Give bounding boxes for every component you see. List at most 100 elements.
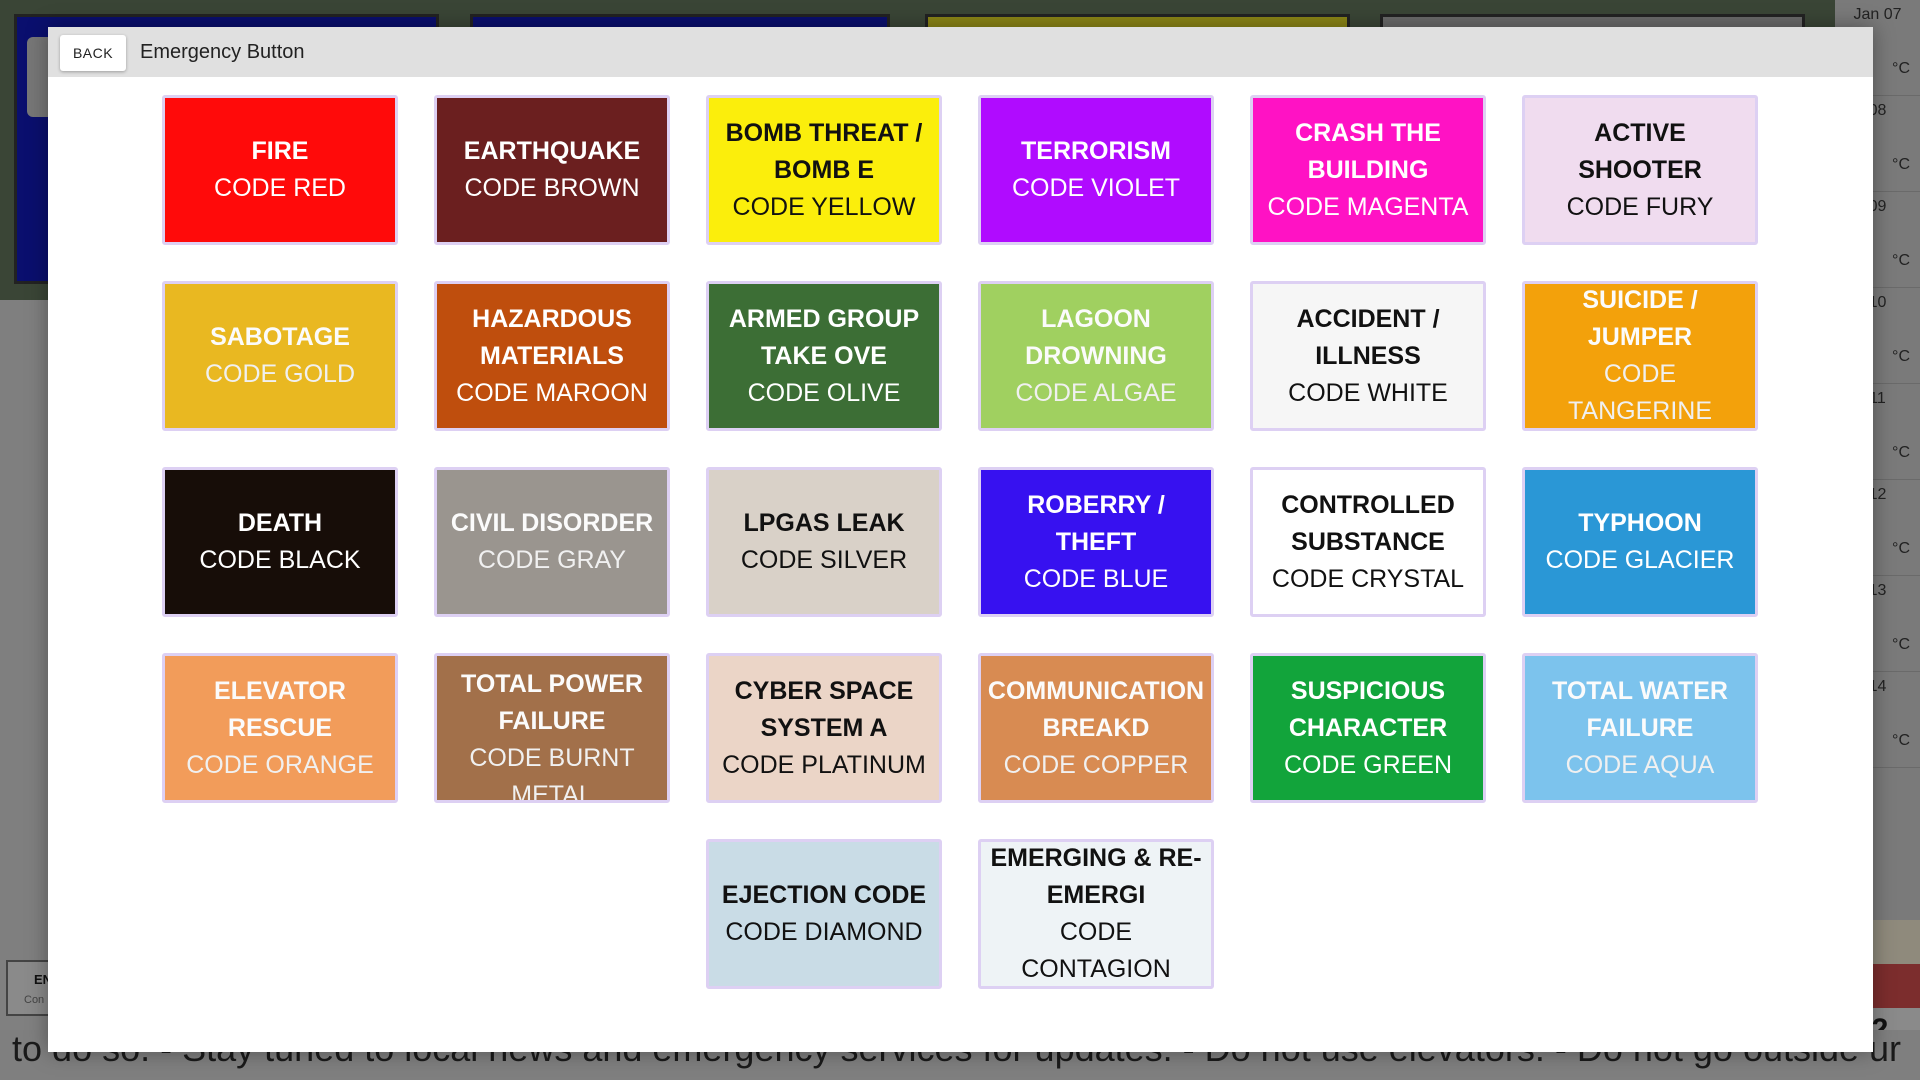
emergency-button-code: CODE YELLOW — [732, 192, 916, 221]
emergency-button-lagoon-drowning[interactable]: LAGOON DROWNING CODE ALGAE — [978, 281, 1214, 431]
emergency-button-code: CODE ORANGE — [186, 750, 374, 779]
emergency-button-crash-the-building[interactable]: CRASH THE BUILDING CODE MAGENTA — [1250, 95, 1486, 245]
emergency-button-code: CODE TANGERINE — [1568, 360, 1712, 425]
emergency-button-code: CODE BLACK — [199, 546, 361, 574]
sidebar-temp: °C — [1892, 348, 1910, 365]
emergency-button-title: EMERGING & RE-EMERGI — [990, 844, 1202, 909]
emergency-button-code: CODE BURNT METAL — [469, 744, 635, 803]
sidebar-hour: 11 — [1869, 390, 1886, 407]
sidebar-hour: 08 — [1868, 102, 1887, 119]
emergency-button-title: TOTAL WATER FAILURE — [1552, 676, 1728, 742]
emergency-button-title: EARTHQUAKE — [463, 137, 641, 165]
sidebar-row: 14 °C — [1835, 672, 1920, 768]
emergency-button-title: TOTAL POWER FAILURE — [461, 670, 643, 735]
emergency-card-title: EN — [34, 972, 53, 987]
back-button[interactable]: BACK — [60, 35, 126, 71]
emergency-button-civil-disorder[interactable]: CIVIL DISORDER CODE GRAY — [434, 467, 670, 617]
emergency-button-code: CODE CRYSTAL — [1271, 564, 1465, 593]
sidebar-row: 11 °C — [1835, 384, 1920, 480]
emergency-button-title: ROBERRY / THEFT — [1027, 490, 1165, 556]
sidebar-temp: °C — [1892, 636, 1910, 653]
emergency-button-ejection-code[interactable]: EJECTION CODE CODE DIAMOND — [706, 839, 942, 989]
emergency-button-code: CODE BLUE — [1023, 564, 1169, 593]
dialog-header: BACK Emergency Button — [48, 27, 1873, 77]
emergency-button-fire[interactable]: FIRE CODE RED — [162, 95, 398, 245]
emergency-button-code: CODE MAROON — [456, 378, 648, 407]
sidebar-date: Jan 07 — [1853, 6, 1902, 23]
sidebar-hour: 14 — [1868, 678, 1887, 695]
dialog-title: Emergency Button — [140, 41, 305, 63]
emergency-button-communication-breakdown[interactable]: COMMUNICATION BREAKD CODE COPPER — [978, 653, 1214, 803]
emergency-button-suicide-jumper[interactable]: SUICIDE / JUMPER CODE TANGERINE — [1522, 281, 1758, 431]
sidebar-row: 09 °C — [1835, 192, 1920, 288]
emergency-button-armed-group[interactable]: ARMED GROUP TAKE OVE CODE OLIVE — [706, 281, 942, 431]
sidebar-hour: 09 — [1868, 198, 1887, 215]
sidebar-temp: °C — [1892, 252, 1910, 269]
emergency-button-accident-illness[interactable]: ACCIDENT / ILLNESS CODE WHITE — [1250, 281, 1486, 431]
sidebar-hour: 12 — [1868, 486, 1887, 503]
emergency-button-title: SABOTAGE — [210, 323, 350, 351]
emergency-button-code: CODE CONTAGION — [1021, 918, 1171, 983]
emergency-button-terrorism[interactable]: TERRORISM CODE VIOLET — [978, 95, 1214, 245]
emergency-button-title: TERRORISM — [1021, 137, 1171, 165]
sidebar-row: Jan 07 °C — [1835, 0, 1920, 96]
emergency-button-hazardous-materials[interactable]: HAZARDOUS MATERIALS CODE MAROON — [434, 281, 670, 431]
sidebar-temp: °C — [1892, 60, 1910, 77]
emergency-code-grid: FIRE CODE RED EARTHQUAKE CODE BROWN BOMB… — [48, 27, 1873, 1052]
emergency-button-elevator-rescue[interactable]: ELEVATOR RESCUE CODE ORANGE — [162, 653, 398, 803]
emergency-button-code: CODE GOLD — [204, 360, 356, 388]
sidebar-row: 12 °C — [1835, 480, 1920, 576]
emergency-button-code: CODE GRAY — [477, 546, 627, 574]
emergency-button-title: SUICIDE / JUMPER — [1582, 286, 1698, 351]
emergency-button-code: CODE MAGENTA — [1267, 192, 1469, 221]
sidebar-row: 10 °C — [1835, 288, 1920, 384]
emergency-button-title: LPGAS LEAK — [743, 509, 905, 537]
emergency-button-code: CODE GLACIER — [1545, 546, 1735, 574]
emergency-button-code: CODE WHITE — [1288, 378, 1448, 407]
emergency-button-title: ACTIVE SHOOTER — [1578, 118, 1702, 184]
emergency-button-earthquake[interactable]: EARTHQUAKE CODE BROWN — [434, 95, 670, 245]
sidebar-temp: °C — [1892, 444, 1910, 461]
emergency-button-death[interactable]: DEATH CODE BLACK — [162, 467, 398, 617]
emergency-button-total-power-failure[interactable]: TOTAL POWER FAILURE CODE BURNT METAL — [434, 653, 670, 803]
emergency-button-title: CIVIL DISORDER — [450, 509, 654, 537]
emergency-button-active-shooter[interactable]: ACTIVE SHOOTER CODE FURY — [1522, 95, 1758, 245]
sidebar-temp: °C — [1892, 156, 1910, 173]
emergency-button-code: CODE VIOLET — [1011, 174, 1181, 202]
emergency-button-title: DEATH — [237, 509, 323, 537]
emergency-button-title: TYPHOON — [1578, 509, 1702, 537]
sidebar-temp: °C — [1892, 540, 1910, 557]
sidebar-row: 13 °C — [1835, 576, 1920, 672]
emergency-button-code: CODE BROWN — [464, 174, 640, 202]
emergency-button-suspicious-character[interactable]: SUSPICIOUS CHARACTER CODE GREEN — [1250, 653, 1486, 803]
emergency-button-emerging-diseases[interactable]: EMERGING & RE-EMERGI CODE CONTAGION — [978, 839, 1214, 989]
emergency-button-code: CODE AQUA — [1565, 750, 1715, 779]
emergency-button-title: BOMB THREAT / BOMB E — [725, 118, 923, 184]
emergency-button-controlled-substance[interactable]: CONTROLLED SUBSTANCE CODE CRYSTAL — [1250, 467, 1486, 617]
emergency-button-title: FIRE — [251, 137, 309, 165]
sidebar-row: 08 °C — [1835, 96, 1920, 192]
emergency-button-sabotage[interactable]: SABOTAGE CODE GOLD — [162, 281, 398, 431]
emergency-button-code: CODE RED — [214, 174, 346, 202]
emergency-button-title: CRASH THE BUILDING — [1295, 118, 1441, 184]
emergency-button-code: CODE COPPER — [1003, 750, 1189, 779]
emergency-button-bomb-threat[interactable]: BOMB THREAT / BOMB E CODE YELLOW — [706, 95, 942, 245]
sidebar-temp: °C — [1892, 732, 1910, 749]
emergency-button-lpgas-leak[interactable]: LPGAS LEAK CODE SILVER — [706, 467, 942, 617]
emergency-button-code: CODE DIAMOND — [725, 918, 923, 946]
emergency-button-title: HAZARDOUS MATERIALS — [472, 304, 632, 370]
emergency-button-robbery-theft[interactable]: ROBERRY / THEFT CODE BLUE — [978, 467, 1214, 617]
emergency-button-code: CODE GREEN — [1283, 750, 1453, 779]
emergency-button-title: COMMUNICATION BREAKD — [987, 676, 1205, 742]
emergency-button-title: ACCIDENT / ILLNESS — [1296, 304, 1440, 370]
emergency-button-typhoon[interactable]: TYPHOON CODE GLACIER — [1522, 467, 1758, 617]
emergency-button-code: CODE OLIVE — [747, 378, 901, 407]
emergency-button-dialog: BACK Emergency Button FIRE CODE RED EART… — [48, 27, 1873, 1052]
emergency-button-title: SUSPICIOUS CHARACTER — [1288, 676, 1448, 742]
emergency-card-subtitle: Con — [24, 994, 45, 1006]
emergency-button-title: EJECTION CODE — [721, 881, 927, 909]
sidebar-hour: 13 — [1868, 582, 1887, 599]
emergency-button-cyber-space[interactable]: CYBER SPACE SYSTEM A CODE PLATINUM — [706, 653, 942, 803]
emergency-button-title: LAGOON DROWNING — [1025, 304, 1167, 370]
emergency-button-total-water-failure[interactable]: TOTAL WATER FAILURE CODE AQUA — [1522, 653, 1758, 803]
